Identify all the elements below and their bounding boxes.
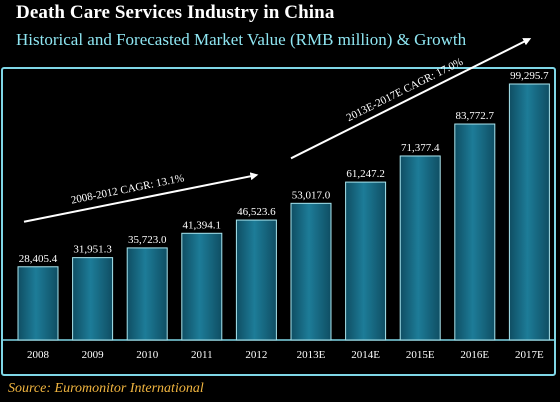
category-tick-label: 2009 — [82, 349, 105, 361]
bar-value-label: 61,247.2 — [346, 168, 385, 180]
bar-value-label: 99,295.7 — [510, 70, 549, 82]
bar-2017E — [508, 83, 550, 341]
category-tick-label: 2011 — [191, 349, 213, 361]
category-tick-label: 2010 — [136, 349, 159, 361]
cagr-arrow — [23, 172, 259, 223]
chart-title: Death Care Services Industry in China — [16, 2, 335, 23]
category-tick-label: 2015E — [406, 349, 435, 361]
bar-value-label: 46,523.6 — [237, 206, 276, 218]
bar-value-label: 53,017.0 — [292, 189, 331, 201]
chart-subtitle: Historical and Forecasted Market Value (… — [16, 30, 467, 49]
bar-value-label: 83,772.7 — [456, 110, 495, 122]
bar-2009 — [72, 257, 114, 341]
bar-2011 — [181, 232, 223, 341]
cagr-arrow — [290, 38, 532, 160]
bars-layer: 28,405.4 2008 31,951.3 2009 35,723.0 2010 41,3… — [17, 70, 550, 361]
bar-2015E — [399, 155, 441, 341]
category-tick-label: 2017E — [515, 349, 544, 361]
category-tick-label: 2008 — [27, 349, 50, 361]
source-note: Source: Euromonitor International — [8, 381, 204, 396]
category-tick-label: 2016E — [460, 349, 489, 361]
bar-2010 — [126, 247, 168, 341]
category-tick-label: 2012 — [245, 349, 267, 361]
bar-2016E — [454, 123, 496, 341]
category-tick-label: 2014E — [351, 349, 380, 361]
bar-2013E — [290, 202, 332, 341]
bar-2014E — [345, 181, 387, 341]
bar-value-label: 71,377.4 — [401, 142, 440, 154]
bar-value-label: 28,405.4 — [19, 253, 58, 265]
category-tick-label: 2013E — [297, 349, 326, 361]
bar-2008 — [17, 266, 59, 341]
bar-value-label: 41,394.1 — [183, 219, 222, 231]
bar-value-label: 35,723.0 — [128, 234, 167, 246]
bar-2012 — [235, 219, 277, 341]
bar-value-label: 31,951.3 — [73, 244, 112, 256]
